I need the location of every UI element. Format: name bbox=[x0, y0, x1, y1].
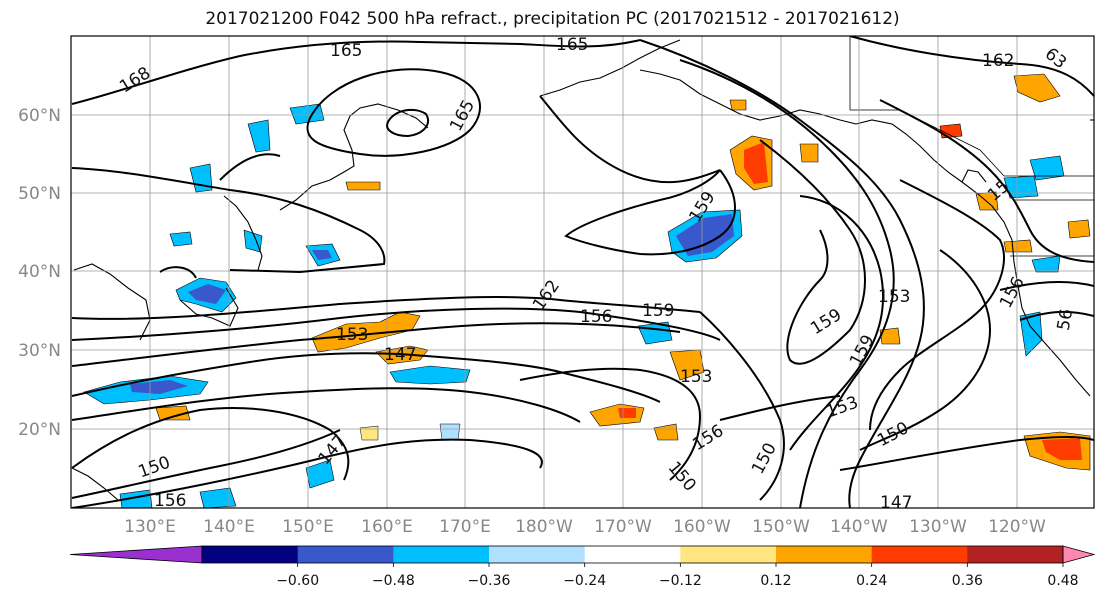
lat-label: 50°N bbox=[18, 184, 61, 204]
contour-lines bbox=[71, 36, 1094, 508]
colorbar-tick-label: −0.36 bbox=[468, 573, 511, 589]
colorbar-outline bbox=[201, 545, 1064, 564]
lat-label: 20°N bbox=[18, 420, 61, 440]
lon-label: 130°E bbox=[124, 517, 176, 537]
contour-label: 156 bbox=[154, 491, 186, 511]
contour-label: 153 bbox=[680, 367, 712, 387]
lon-label: 150°E bbox=[282, 517, 334, 537]
colorbar-tick-label: −0.24 bbox=[563, 573, 606, 589]
colorbar-extend-low bbox=[69, 545, 203, 564]
colorbar-tick-label: 0.48 bbox=[1047, 573, 1078, 589]
lon-label: 160°E bbox=[361, 517, 413, 537]
lon-label: 180°W bbox=[515, 517, 573, 537]
lon-label: 140°W bbox=[830, 517, 888, 537]
lon-label: 160°W bbox=[673, 517, 731, 537]
colorbar-tick-label: 0.12 bbox=[760, 573, 791, 589]
lon-label: 170°W bbox=[594, 517, 652, 537]
colorbar-segment bbox=[584, 546, 681, 563]
colorbar-segment bbox=[871, 546, 968, 563]
colorbar-segment bbox=[680, 546, 777, 563]
colorbar-segment bbox=[776, 546, 873, 563]
lon-label: 170°E bbox=[439, 517, 491, 537]
colorbar-segment bbox=[393, 546, 490, 563]
contour-label: 56 bbox=[1054, 307, 1077, 332]
lat-label: 40°N bbox=[18, 262, 61, 282]
contour-label: 153 bbox=[336, 325, 368, 345]
lon-label: 140°E bbox=[203, 517, 255, 537]
colorbar: −0.60 −0.48 −0.36 −0.24 −0.12 0.12 0.24 0.36 0.4… bbox=[69, 545, 1096, 589]
contour-label: 147 bbox=[384, 345, 416, 365]
colorbar-segment bbox=[297, 546, 394, 563]
contour-label: 147 bbox=[880, 493, 912, 513]
lon-label: 120°W bbox=[988, 517, 1046, 537]
contour-label: 162 bbox=[982, 51, 1014, 71]
colorbar-tick-label: −0.12 bbox=[659, 573, 702, 589]
longitude-labels: 130°E 140°E 150°E 160°E 170°E 180°W 170°… bbox=[124, 517, 1046, 537]
colorbar-extend-high bbox=[1062, 545, 1096, 564]
lat-label: 30°N bbox=[18, 341, 61, 361]
contour-label: 159 bbox=[642, 301, 674, 321]
colorbar-segment bbox=[967, 546, 1064, 563]
contour-label: 156 bbox=[580, 307, 612, 327]
lon-label: 150°W bbox=[752, 517, 810, 537]
lon-label: 130°W bbox=[909, 517, 967, 537]
lat-label: 60°N bbox=[18, 106, 61, 126]
political-borders bbox=[849, 36, 1094, 257]
contour-label: 153 bbox=[878, 287, 910, 307]
colorbar-segment bbox=[489, 546, 586, 563]
gridlines bbox=[71, 36, 1094, 508]
colorbar-tick-label: −0.60 bbox=[276, 573, 319, 589]
colorbar-segment bbox=[202, 546, 299, 563]
colorbar-tick-label: 0.36 bbox=[952, 573, 983, 589]
latitude-labels: 60°N 50°N 40°N 30°N 20°N bbox=[18, 106, 61, 440]
precipitation-shading bbox=[83, 73, 1091, 508]
colorbar-tick-label: −0.48 bbox=[372, 573, 415, 589]
map-title: 2017021200 F042 500 hPa refract., precip… bbox=[205, 9, 900, 29]
map-frame bbox=[70, 35, 1095, 509]
colorbar-tick-label: 0.24 bbox=[856, 573, 887, 589]
contour-label: 165 bbox=[330, 41, 362, 61]
contour-label: 165 bbox=[556, 35, 588, 55]
